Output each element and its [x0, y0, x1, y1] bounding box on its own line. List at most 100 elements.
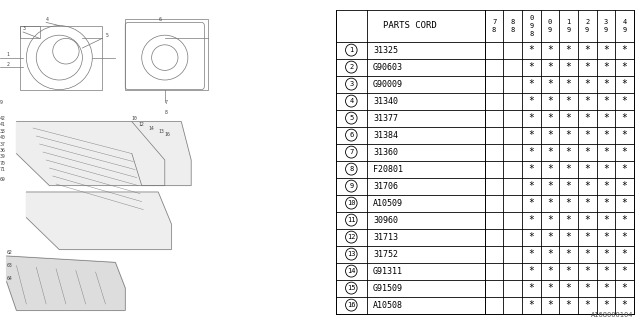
- Text: *: *: [621, 215, 627, 225]
- Text: *: *: [603, 215, 609, 225]
- Text: *: *: [621, 113, 627, 123]
- Text: *: *: [566, 45, 572, 55]
- Text: *: *: [584, 96, 590, 106]
- Text: 31360: 31360: [373, 148, 398, 156]
- Text: 9: 9: [349, 183, 353, 189]
- Text: *: *: [621, 198, 627, 208]
- Text: *: *: [603, 45, 609, 55]
- Text: *: *: [621, 147, 627, 157]
- Text: 8: 8: [511, 27, 515, 33]
- Text: *: *: [529, 79, 534, 89]
- Text: 1: 1: [6, 52, 10, 57]
- Text: *: *: [584, 266, 590, 276]
- Text: *: *: [603, 232, 609, 242]
- Text: 4: 4: [622, 19, 627, 25]
- Text: *: *: [584, 113, 590, 123]
- Text: 7: 7: [349, 149, 353, 155]
- Text: *: *: [584, 147, 590, 157]
- Text: 9: 9: [604, 27, 608, 33]
- Text: 31384: 31384: [373, 131, 398, 140]
- Text: *: *: [529, 45, 534, 55]
- Text: *: *: [529, 198, 534, 208]
- Text: *: *: [603, 164, 609, 174]
- Text: 31752: 31752: [373, 250, 398, 259]
- Bar: [20, 26, 102, 90]
- Text: 12: 12: [347, 234, 356, 240]
- Text: 63: 63: [6, 263, 12, 268]
- Text: 3: 3: [349, 81, 353, 87]
- Bar: [125, 19, 207, 90]
- Text: *: *: [566, 164, 572, 174]
- Text: 14: 14: [148, 125, 154, 131]
- Text: *: *: [547, 300, 553, 310]
- Text: *: *: [529, 147, 534, 157]
- Text: *: *: [584, 130, 590, 140]
- Text: 9: 9: [585, 27, 589, 33]
- Text: *: *: [566, 62, 572, 72]
- Text: *: *: [547, 249, 553, 259]
- Text: 31340: 31340: [373, 97, 398, 106]
- Text: A10509: A10509: [373, 199, 403, 208]
- Text: 31713: 31713: [373, 233, 398, 242]
- Text: *: *: [547, 232, 553, 242]
- Text: 42: 42: [0, 116, 6, 121]
- Text: *: *: [566, 232, 572, 242]
- Text: *: *: [603, 130, 609, 140]
- Text: 9: 9: [529, 23, 534, 28]
- Text: 31706: 31706: [373, 181, 398, 191]
- Text: A10508: A10508: [373, 300, 403, 310]
- Text: *: *: [584, 232, 590, 242]
- Text: *: *: [603, 300, 609, 310]
- Text: *: *: [584, 62, 590, 72]
- Text: *: *: [566, 215, 572, 225]
- Text: 13: 13: [347, 251, 356, 257]
- Text: 9: 9: [0, 100, 3, 105]
- Text: 15: 15: [347, 285, 356, 291]
- Text: *: *: [547, 283, 553, 293]
- Text: *: *: [621, 181, 627, 191]
- Text: *: *: [529, 164, 534, 174]
- Text: 4: 4: [46, 17, 49, 22]
- Text: G91311: G91311: [373, 267, 403, 276]
- Text: A168000104: A168000104: [591, 312, 634, 318]
- Text: *: *: [566, 79, 572, 89]
- Text: 8: 8: [165, 109, 168, 115]
- Text: 3: 3: [23, 26, 26, 31]
- Text: 8: 8: [492, 27, 496, 33]
- Text: *: *: [603, 266, 609, 276]
- Text: *: *: [566, 249, 572, 259]
- Text: *: *: [603, 62, 609, 72]
- Text: 70: 70: [0, 161, 6, 166]
- Text: 10: 10: [347, 200, 356, 206]
- Text: *: *: [547, 79, 553, 89]
- Text: *: *: [566, 113, 572, 123]
- Text: *: *: [566, 130, 572, 140]
- Text: 5: 5: [349, 115, 353, 121]
- Text: *: *: [566, 300, 572, 310]
- Text: 3: 3: [604, 19, 608, 25]
- Text: *: *: [566, 266, 572, 276]
- Polygon shape: [132, 122, 191, 186]
- Text: *: *: [529, 181, 534, 191]
- Text: 13: 13: [158, 129, 164, 134]
- Text: *: *: [529, 266, 534, 276]
- Text: 7: 7: [492, 19, 496, 25]
- Text: *: *: [529, 130, 534, 140]
- Text: 6: 6: [158, 17, 161, 22]
- Text: *: *: [547, 164, 553, 174]
- Text: G91509: G91509: [373, 284, 403, 292]
- Text: 9: 9: [622, 27, 627, 33]
- Text: *: *: [603, 113, 609, 123]
- Text: *: *: [603, 96, 609, 106]
- Text: *: *: [529, 300, 534, 310]
- Text: *: *: [547, 181, 553, 191]
- Text: *: *: [529, 62, 534, 72]
- Text: 2: 2: [585, 19, 589, 25]
- Text: *: *: [584, 215, 590, 225]
- Text: 0: 0: [548, 19, 552, 25]
- Text: *: *: [529, 96, 534, 106]
- Text: *: *: [603, 283, 609, 293]
- Text: 9: 9: [566, 27, 571, 33]
- Text: 41: 41: [0, 122, 6, 127]
- Text: 2: 2: [6, 61, 10, 67]
